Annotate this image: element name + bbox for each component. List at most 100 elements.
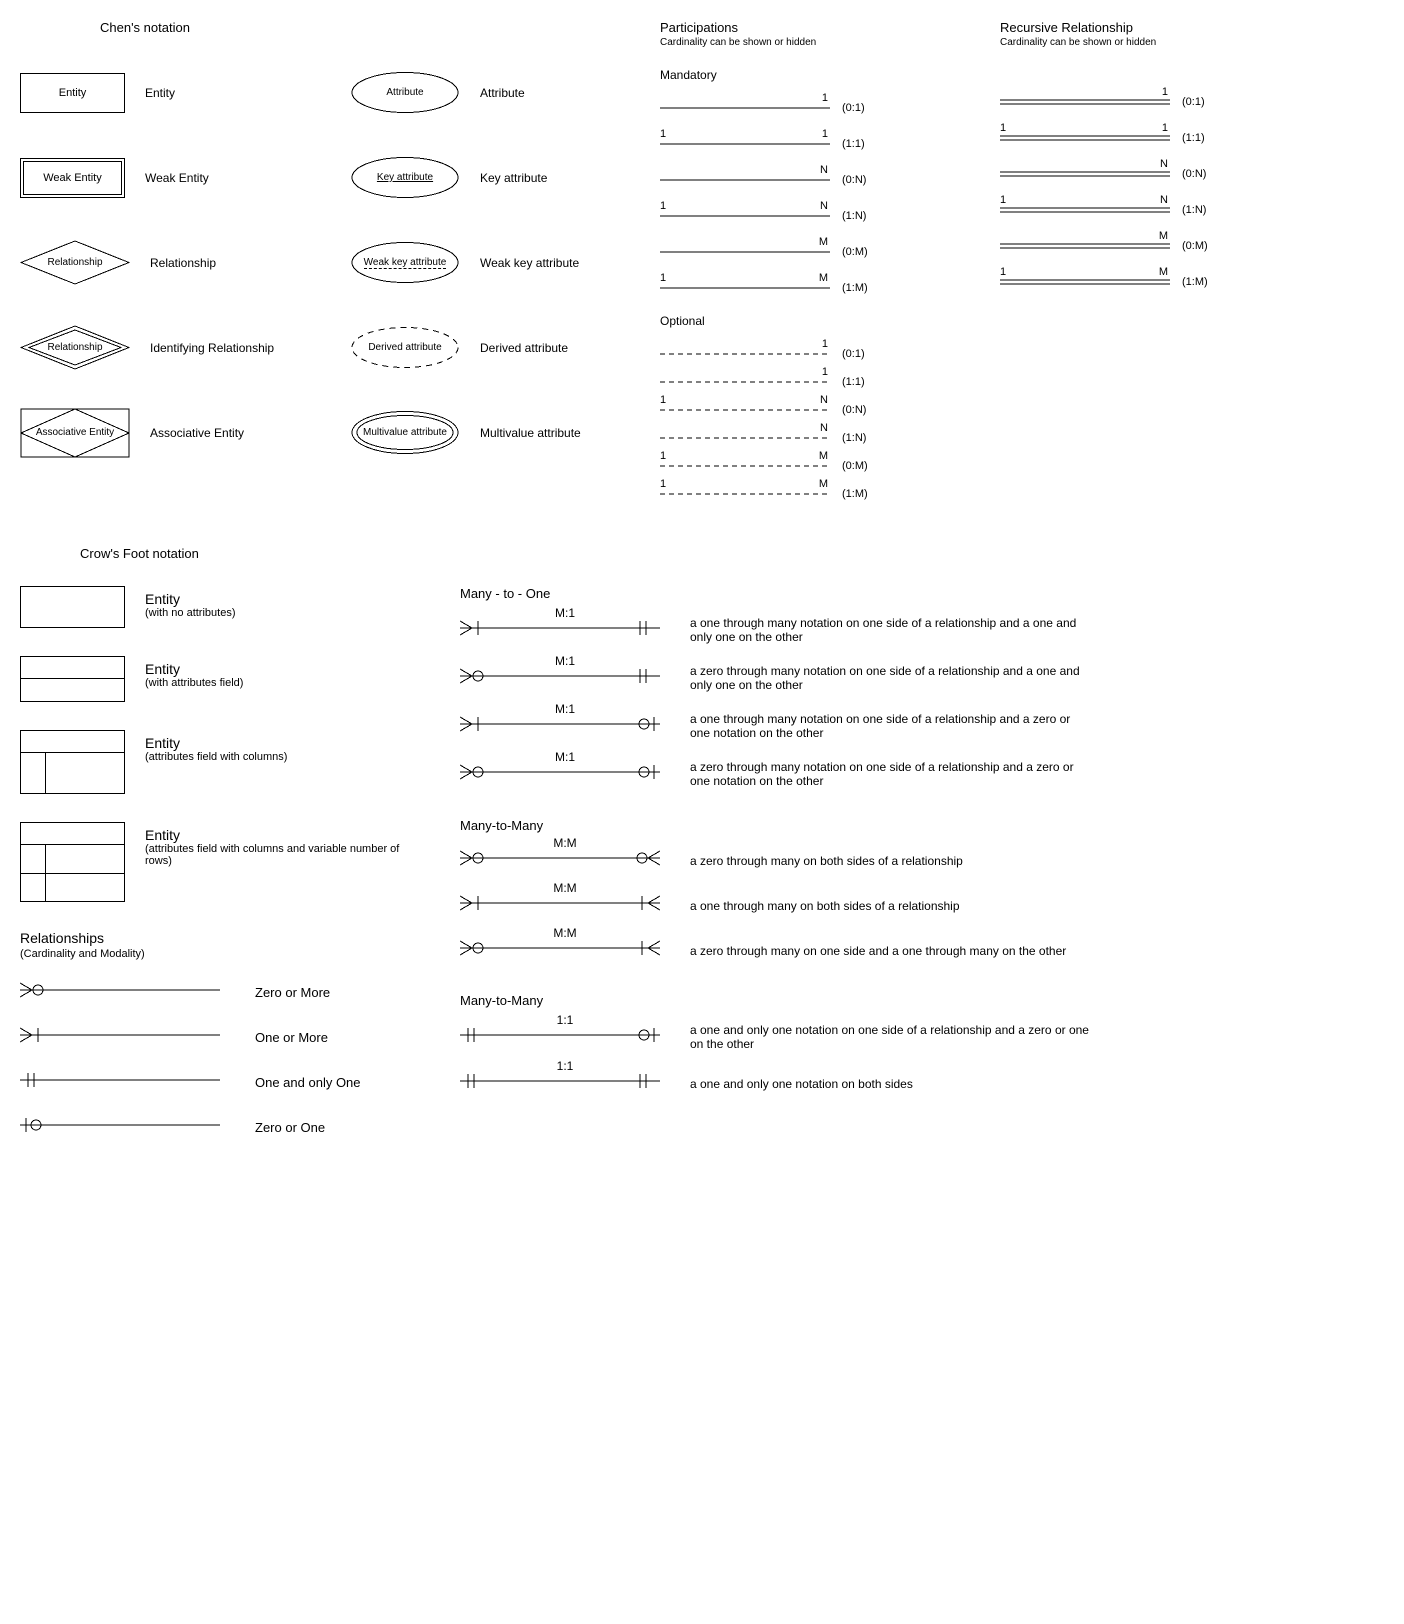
crow-rel-line: M:M	[460, 848, 670, 873]
cardinality-value: (0:1)	[1182, 96, 1205, 108]
derived-attribute-label: Derived attribute	[480, 341, 620, 355]
crow-rel-desc: a zero through many on both sides of a r…	[690, 854, 963, 868]
crow-rel-ratio: M:M	[460, 836, 670, 850]
key-attribute-shape: Key attribute	[350, 155, 460, 200]
crow-relationship-item: One or More	[20, 1025, 400, 1050]
crow-rel-desc: a one through many notation on one side …	[690, 616, 1090, 644]
crow-rel-desc: a one and only one notation on both side…	[690, 1077, 913, 1091]
derived-attribute-shape-label: Derived attribute	[368, 342, 441, 353]
cardinality-value: (0:1)	[842, 102, 865, 114]
multivalue-attribute-shape-label: Multivalue attribute	[363, 427, 447, 438]
weak-key-attribute-shape-label: Weak key attribute	[364, 257, 447, 269]
relationship-shape-label: Relationship	[47, 257, 102, 268]
crow-rel-ratio: M:M	[460, 881, 670, 895]
attribute-shape-label: Attribute	[386, 87, 423, 98]
participation-line	[1000, 134, 1170, 142]
crow-entity-2-main: Entity	[145, 735, 287, 751]
crow-line-icon	[20, 980, 230, 1005]
cardinality-value: (1:N)	[1182, 204, 1206, 216]
recursive-subtitle: Cardinality can be shown or hidden	[1000, 37, 1300, 48]
participation-line	[660, 352, 830, 356]
cardinality-value: (0:N)	[842, 404, 866, 416]
participations-title: Participations	[660, 20, 960, 35]
weak-key-attribute-shape: Weak key attribute	[350, 240, 460, 285]
crow-entity-0-sub: (with no attributes)	[145, 607, 235, 619]
cardinality-value: (1:1)	[842, 376, 865, 388]
crow-rel-row: 1:1a one and only one notation on both s…	[460, 1071, 1384, 1096]
relationship-shape: Relationship	[20, 240, 130, 285]
cardinality-value: (1:1)	[842, 138, 865, 150]
participation-line	[660, 408, 830, 412]
entity-shape: Entity	[20, 73, 125, 113]
many-to-one-title: Many - to - One	[460, 586, 1384, 601]
crow-title: Crow's Foot notation	[80, 546, 1384, 561]
crow-foot-section: Crow's Foot notation Entity (with no att…	[20, 546, 1384, 1160]
associative-entity-shape-label: Associative Entity	[36, 427, 114, 438]
crow-rel-desc: a zero through many on one side and a on…	[690, 944, 1066, 958]
crow-entity-rows	[20, 822, 125, 902]
crow-rel-ratio: M:1	[460, 702, 670, 716]
participation-line	[660, 436, 830, 440]
relationship-label: Relationship	[150, 256, 290, 270]
participation-line	[660, 286, 830, 290]
cardinality-value: (1:M)	[1182, 276, 1208, 288]
crow-entity-plain	[20, 586, 125, 628]
crow-line-icon	[20, 1025, 230, 1050]
crow-line-icon	[20, 1115, 230, 1140]
multivalue-attribute-shape: Multivalue attribute	[350, 410, 460, 455]
crow-entity-cols	[20, 730, 125, 794]
crow-relationship-label: Zero or One	[255, 1120, 325, 1135]
many-to-many-title: Many-to-Many	[460, 818, 1384, 833]
participations-section: Participations Cardinality can be shown …	[660, 20, 960, 506]
chen-title: Chen's notation	[100, 20, 620, 35]
identifying-relationship-shape: Relationship	[20, 325, 130, 370]
cardinality-value: (1:N)	[842, 210, 866, 222]
chen-notation-section: Chen's notation Entity Entity Weak Entit…	[20, 20, 620, 506]
crow-rel-desc: a zero through many notation on one side…	[690, 760, 1090, 788]
participation-line	[660, 142, 830, 146]
crow-rel-line: M:1	[460, 618, 670, 643]
cardinality-value: (0:1)	[842, 348, 865, 360]
participation-line	[660, 380, 830, 384]
crow-entity-1-sub: (with attributes field)	[145, 677, 243, 689]
crow-rel-row: M:1 a one through many notation on one si…	[460, 616, 1384, 644]
cardinality-value: (0:N)	[842, 174, 866, 186]
cardinality-value: (0:M)	[842, 246, 868, 258]
crow-entity-1-main: Entity	[145, 661, 243, 677]
participation-line	[1000, 278, 1170, 286]
crow-rel-line: M:1	[460, 714, 670, 739]
crow-relationship-item: Zero or One	[20, 1115, 400, 1140]
participation-line	[1000, 98, 1170, 106]
participation-line	[660, 106, 830, 110]
recursive-title: Recursive Relationship	[1000, 20, 1300, 35]
crow-rel-line: M:M	[460, 893, 670, 918]
crow-rel-title: Relationships	[20, 930, 400, 946]
crow-rel-ratio: M:1	[460, 654, 670, 668]
cardinality-value: (1:1)	[1182, 132, 1205, 144]
cardinality-value: (1:M)	[842, 282, 868, 294]
crow-entity-3-sub: (attributes field with columns and varia…	[145, 843, 400, 867]
participations-subtitle: Cardinality can be shown or hidden	[660, 37, 960, 48]
crow-entity-2-sub: (attributes field with columns)	[145, 751, 287, 763]
crow-rel-desc: a one through many notation on one side …	[690, 712, 1090, 740]
cardinality-value: (0:N)	[1182, 168, 1206, 180]
participation-line	[1000, 206, 1170, 214]
mandatory-label: Mandatory	[660, 68, 960, 82]
crow-relationship-label: Zero or More	[255, 985, 330, 1000]
cardinality-value: (1:N)	[842, 432, 866, 444]
crow-rel-sub: (Cardinality and Modality)	[20, 948, 400, 960]
identifying-relationship-label: Identifying Relationship	[150, 341, 290, 355]
recursive-section: Recursive Relationship Cardinality can b…	[1000, 20, 1300, 506]
crow-rel-row: M:Ma zero through many on one side and a…	[460, 938, 1384, 963]
cardinality-value: (0:M)	[1182, 240, 1208, 252]
crow-rel-desc: a one and only one notation on one side …	[690, 1023, 1090, 1051]
crow-rel-line: M:1	[460, 666, 670, 691]
chen-left-col: Entity Entity Weak Entity Weak Entity	[20, 50, 290, 475]
one-to-one-title: Many-to-Many	[460, 993, 1384, 1008]
crow-relationship-label: One or More	[255, 1030, 328, 1045]
crow-rel-line: 1:1	[460, 1025, 670, 1050]
crow-entity-0-main: Entity	[145, 591, 235, 607]
multivalue-attribute-label: Multivalue attribute	[480, 426, 620, 440]
derived-attribute-shape: Derived attribute	[350, 325, 460, 370]
associative-entity-label: Associative Entity	[150, 426, 290, 440]
